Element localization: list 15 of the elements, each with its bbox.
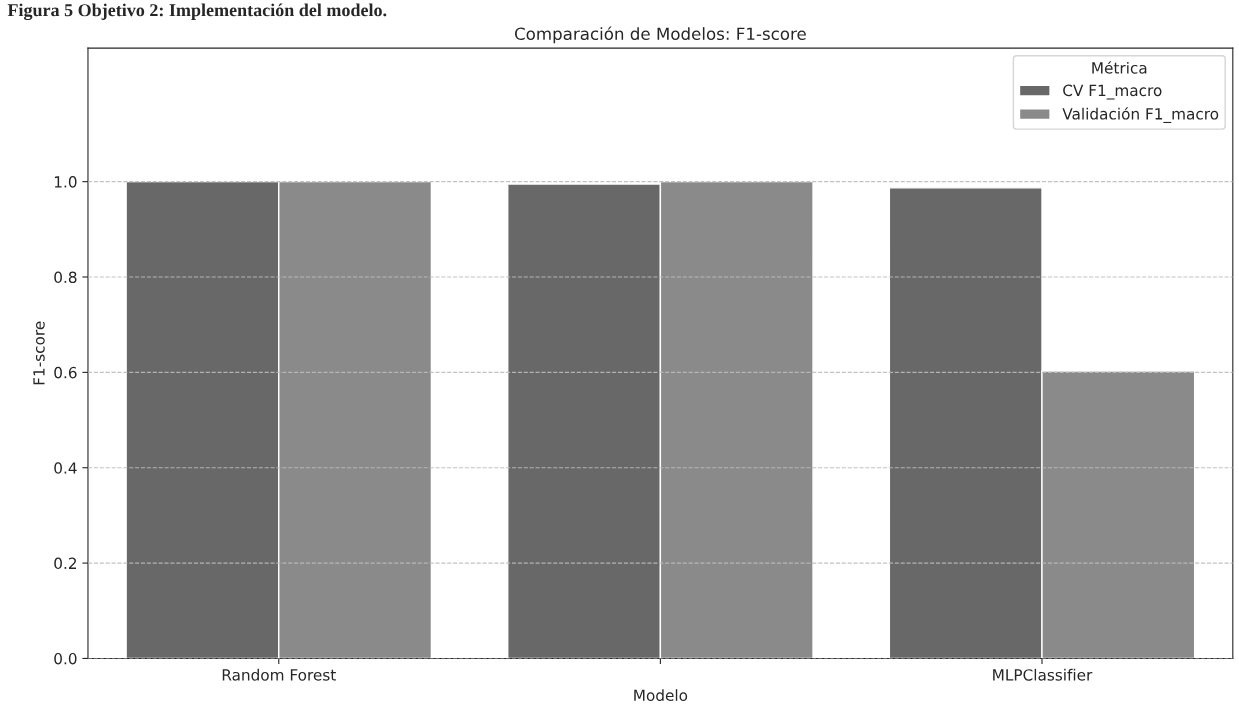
x-tick-label: MLPClassifier: [993, 668, 1093, 681]
y-tick-label: 0.2: [54, 557, 77, 570]
y-tick-label: 1.0: [54, 176, 77, 188]
x-tick-label: Random Forest: [222, 668, 336, 681]
x-axis-title: Modelo: [634, 689, 688, 702]
legend-label: CV F1_macro: [1063, 84, 1162, 100]
text: Figura 5 Objetivo 2: Implementación del modelo.: [7, 3, 387, 21]
y-tick-label: 0.6: [54, 366, 77, 379]
legend-title: Métrica: [1092, 61, 1147, 74]
chart-title: Comparación de Modelos: F1-score: [514, 26, 806, 44]
y-axis-title: F1-score: [33, 321, 45, 385]
y-tick-label: 0.8: [54, 271, 77, 284]
y-tick-label: 0.0: [54, 652, 77, 665]
legend-label: Validación F1_macro: [1062, 107, 1219, 123]
y-tick-label: 0.4: [54, 462, 77, 474]
